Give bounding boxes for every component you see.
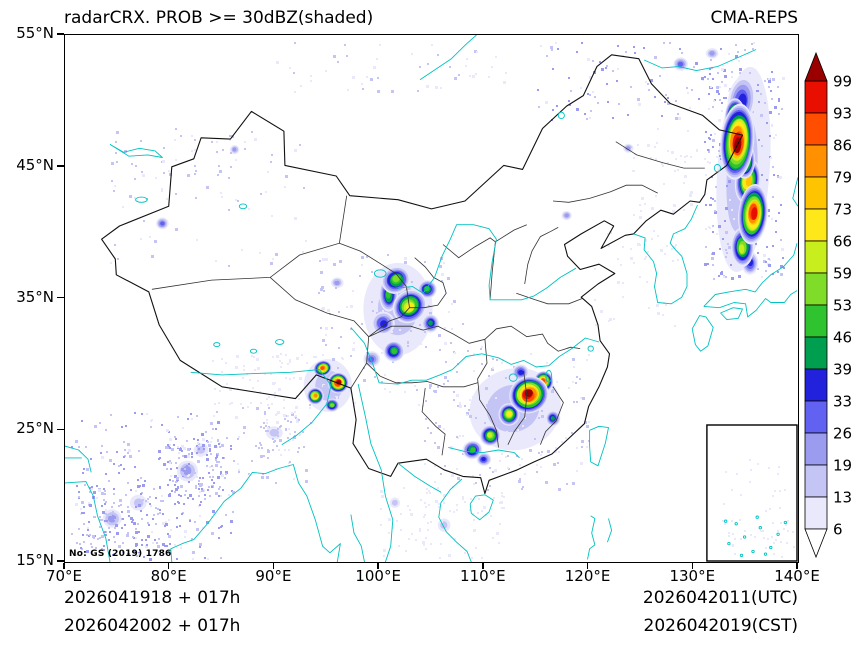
y-tick-label: 45°N — [16, 155, 54, 174]
map-plot: No: GS (2019) 1786 — [64, 34, 799, 563]
x-tick-mark — [377, 563, 379, 569]
x-tick-label: 80°E — [150, 567, 187, 585]
colorbar-tick-label: 93 — [833, 105, 852, 123]
y-tick-mark — [57, 296, 64, 299]
province-boundaries — [101, 54, 744, 495]
x-tick-mark — [796, 563, 798, 569]
y-tick-label: 25°N — [16, 419, 54, 438]
x-tick-mark — [272, 563, 275, 569]
coastlines-rivers — [65, 35, 798, 562]
colorbar-tick-label: 53 — [833, 297, 852, 315]
colorbar-tick-label: 33 — [833, 393, 852, 411]
x-tick-mark — [691, 563, 694, 569]
x-tick-label: 130°E — [669, 567, 716, 585]
colorbar: 6 13 19 26 33 39 46 53 59 66 73 79 86 93 99 — [804, 51, 852, 559]
colorbar-tick-label: 59 — [833, 265, 852, 283]
y-tick-label: 15°N — [16, 551, 54, 569]
colorbar-tick-label: 39 — [833, 361, 852, 379]
china-map-canvas — [65, 35, 798, 562]
x-tick-label: 120°E — [564, 567, 611, 585]
x-tick-label: 100°E — [355, 567, 401, 585]
footer-init-cst: 2026042002 + 017h — [64, 616, 241, 636]
colorbar-tick-label: 79 — [833, 169, 852, 187]
footer-valid-cst: 2026042019(CST) — [643, 616, 798, 636]
x-tick-label: 140°E — [774, 567, 820, 585]
colorbar-tick-label: 73 — [833, 201, 852, 219]
footer-valid-utc: 2026042011(UTC) — [642, 588, 798, 608]
x-tick-mark — [586, 563, 589, 569]
y-tick-mark — [57, 165, 64, 167]
colorbar-tick-label: 86 — [833, 137, 852, 155]
footer-init-utc: 2026041918 + 017h — [64, 588, 241, 608]
model-label: CMA-REPS — [710, 8, 798, 28]
x-tick-mark — [167, 563, 170, 569]
colorbar-tick-label: 99 — [833, 73, 852, 91]
chart-title: radarCRX. PROB >= 30dBZ(shaded) — [64, 8, 374, 28]
colorbar-tick-label: 13 — [833, 489, 852, 507]
colorbar-tick-label: 19 — [833, 457, 852, 475]
colorbar-tick-label: 26 — [833, 425, 852, 443]
x-tick-label: 70°E — [45, 567, 83, 585]
south-china-sea-inset — [706, 424, 798, 562]
colorbar-tick-label: 46 — [833, 329, 852, 347]
radar-shading-envelopes — [102, 48, 771, 532]
colorbar-tick-label: 66 — [833, 233, 852, 251]
y-tick-mark — [57, 560, 64, 562]
x-tick-mark — [482, 563, 484, 569]
x-tick-label: 110°E — [460, 567, 506, 585]
y-tick-mark — [57, 33, 64, 35]
y-tick-label: 35°N — [16, 287, 54, 306]
colorbar-tick-label: 6 — [833, 521, 843, 539]
y-tick-mark — [57, 428, 64, 430]
x-tick-label: 90°E — [255, 567, 292, 585]
x-tick-mark — [63, 563, 65, 569]
map-license: No: GS (2019) 1786 — [69, 549, 172, 559]
y-tick-label: 55°N — [16, 24, 54, 42]
